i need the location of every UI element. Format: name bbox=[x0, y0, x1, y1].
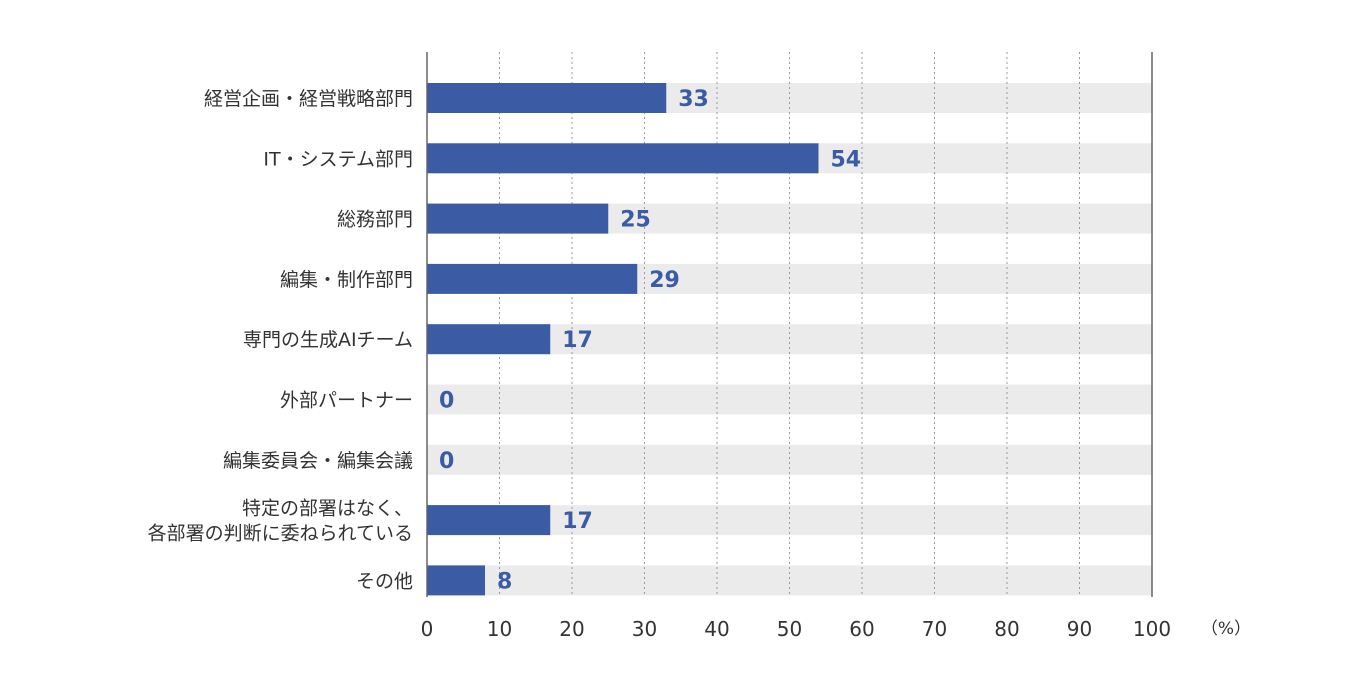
bar-track bbox=[427, 565, 1152, 596]
x-tick-label: 0 bbox=[421, 617, 434, 641]
bar bbox=[427, 83, 667, 113]
x-tick-label: 60 bbox=[849, 617, 874, 641]
value-label: 25 bbox=[620, 208, 651, 233]
x-tick-label: 40 bbox=[704, 617, 729, 641]
x-tick-label: 70 bbox=[922, 617, 947, 641]
x-tick-label: 20 bbox=[559, 617, 584, 641]
x-tick-label: 10 bbox=[487, 617, 512, 641]
category-label: その他 bbox=[356, 570, 413, 592]
category-label: 外部パートナー bbox=[280, 390, 413, 412]
category-labels: 経営企画・経営戦略部門 IT・システム部門総務部門編集・制作部門専門の生成AIチー… bbox=[148, 88, 413, 592]
category-label: 総務部門 bbox=[337, 209, 413, 231]
category-label: 各部署の判断に委ねられている bbox=[148, 523, 413, 545]
value-label: 8 bbox=[497, 569, 512, 594]
bar bbox=[427, 505, 551, 536]
bar bbox=[427, 203, 609, 234]
grid-lines bbox=[499, 52, 1080, 597]
value-labels: 33 54 25 29 17 0 0 17 8 bbox=[439, 87, 861, 594]
x-tick-label: 50 bbox=[777, 617, 802, 641]
value-label: 54 bbox=[831, 147, 862, 172]
value-label: 0 bbox=[439, 389, 454, 414]
axes bbox=[426, 52, 1153, 597]
x-tick-label: 100 bbox=[1133, 617, 1171, 641]
x-tick-label: 30 bbox=[632, 617, 657, 641]
x-unit-label: （%） bbox=[1201, 619, 1251, 639]
value-label: 33 bbox=[678, 87, 709, 112]
value-label: 0 bbox=[439, 449, 454, 474]
x-tick-label: 80 bbox=[994, 617, 1019, 641]
category-label: 専門の生成AIチーム bbox=[243, 329, 413, 351]
category-label: 特定の部署はなく、 bbox=[242, 498, 413, 520]
value-label: 29 bbox=[649, 268, 680, 293]
category-label: 編集・制作部門 bbox=[280, 269, 413, 291]
bar bbox=[427, 565, 485, 596]
bar bbox=[427, 143, 819, 174]
bar bbox=[427, 324, 551, 355]
value-label: 17 bbox=[562, 328, 593, 353]
x-tick-label: 90 bbox=[1067, 617, 1092, 641]
bar bbox=[427, 263, 638, 294]
category-label: 経営企画・経営戦略部門 bbox=[204, 88, 413, 110]
bar-track bbox=[427, 444, 1152, 475]
category-label: 編集委員会・編集会議 bbox=[223, 450, 413, 472]
category-label: IT・システム部門 bbox=[263, 148, 413, 170]
bar-track bbox=[427, 384, 1152, 415]
x-tick-labels: 0 10 20 30 40 50 60 70 80 90 100 bbox=[421, 617, 1171, 641]
bars bbox=[427, 83, 819, 596]
value-label: 17 bbox=[562, 509, 593, 534]
